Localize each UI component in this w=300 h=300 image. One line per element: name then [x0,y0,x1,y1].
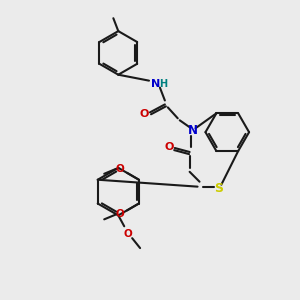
Text: H: H [159,79,167,88]
Text: O: O [140,109,149,119]
Text: N: N [151,79,160,88]
Text: N: N [188,124,198,137]
Text: O: O [116,164,124,174]
Text: S: S [214,182,223,195]
Text: O: O [124,229,133,239]
Text: O: O [116,209,124,219]
Text: O: O [164,142,173,152]
